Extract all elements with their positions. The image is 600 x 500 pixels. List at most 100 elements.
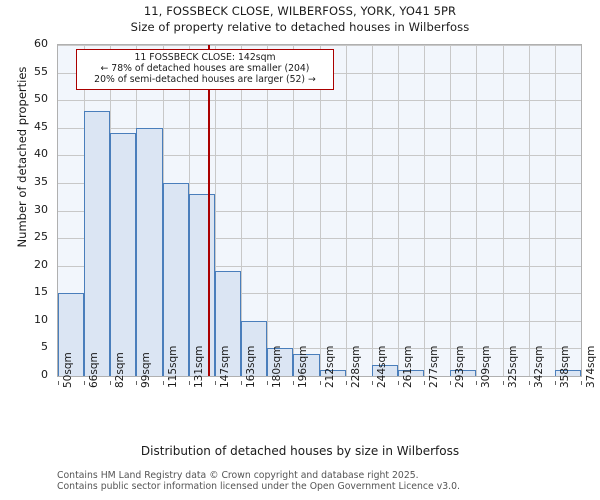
x-axis-tick-label: 228sqm xyxy=(349,345,362,388)
x-axis-tick-label: 82sqm xyxy=(114,352,127,388)
table-row xyxy=(189,193,215,376)
x-axis-tick xyxy=(581,381,582,385)
table-row xyxy=(163,182,189,376)
gridline-vertical xyxy=(398,45,399,376)
x-axis-tick-label: 244sqm xyxy=(375,345,388,388)
x-axis-tick-label: 293sqm xyxy=(454,345,467,388)
x-axis-tick-label: 277sqm xyxy=(428,345,441,388)
table-row xyxy=(215,271,241,376)
gridline-vertical xyxy=(503,45,504,376)
x-axis-title: Distribution of detached houses by size … xyxy=(140,444,460,458)
gridline-horizontal xyxy=(58,266,581,267)
x-axis-tick xyxy=(214,381,216,385)
table-row xyxy=(241,320,267,376)
gridline-horizontal xyxy=(58,321,581,322)
x-axis-tick xyxy=(188,381,190,385)
table-row xyxy=(450,370,476,376)
y-axis-tick-label: 25 xyxy=(34,230,48,244)
annotation-line-2: ← 78% of detached houses are smaller (20… xyxy=(100,63,310,75)
gridline-vertical xyxy=(320,45,321,376)
gridline-vertical xyxy=(555,45,556,376)
x-axis-tick-label: 325sqm xyxy=(506,345,519,388)
page-subtitle: Size of property relative to detached ho… xyxy=(130,20,470,34)
x-axis-tick-label: 196sqm xyxy=(297,345,310,388)
table-row xyxy=(110,133,136,376)
x-axis-tick-label: 147sqm xyxy=(218,345,231,388)
x-axis-tick-label: 131sqm xyxy=(192,345,205,388)
x-axis-tick xyxy=(241,381,243,385)
table-row xyxy=(58,293,84,376)
y-axis-tick-label: 15 xyxy=(34,285,48,299)
y-axis-tick-label: 5 xyxy=(41,340,48,354)
x-axis-tick-label: 115sqm xyxy=(166,345,179,388)
x-axis-tick-label: 309sqm xyxy=(480,345,493,388)
x-axis-tick xyxy=(162,381,164,385)
table-row xyxy=(320,370,346,376)
x-axis-tick-label: 212sqm xyxy=(323,345,336,388)
gridline-vertical xyxy=(293,45,294,376)
x-axis-tick xyxy=(528,381,530,385)
annotation-line-3: 20% of semi-detached houses are larger (… xyxy=(94,74,316,86)
gridline-horizontal xyxy=(58,211,581,212)
gridline-vertical xyxy=(372,45,373,376)
gridline-vertical xyxy=(450,45,451,376)
gridline-horizontal xyxy=(58,293,581,294)
y-axis-tick-label: 0 xyxy=(41,368,48,381)
property-marker-line xyxy=(208,45,210,376)
x-axis-tick xyxy=(476,381,478,385)
gridline-horizontal xyxy=(58,183,581,184)
y-axis-tick-label: 60 xyxy=(34,37,48,50)
annotation-box: 11 FOSSBECK CLOSE: 142sqm ← 78% of detac… xyxy=(76,49,334,90)
gridline-horizontal xyxy=(58,348,581,349)
table-row xyxy=(372,364,398,376)
y-axis-tick-label: 40 xyxy=(34,147,48,161)
gridline-vertical xyxy=(529,45,530,376)
y-axis-tick-label: 30 xyxy=(34,202,48,216)
gridline-horizontal xyxy=(58,100,581,101)
x-axis-tick-label: 180sqm xyxy=(271,345,284,388)
x-axis-tick xyxy=(319,381,321,385)
gridline-vertical xyxy=(241,45,242,376)
x-axis-tick xyxy=(293,381,295,385)
y-axis-tick-label: 35 xyxy=(34,174,48,188)
x-axis-tick xyxy=(345,381,347,385)
table-row xyxy=(136,127,163,376)
gridline-vertical xyxy=(346,45,347,376)
x-axis-tick xyxy=(371,381,373,385)
x-axis-tick-label: 66sqm xyxy=(88,352,101,388)
y-axis-tick-label: 55 xyxy=(34,64,48,78)
footer-line-2: Contains public sector information licen… xyxy=(57,481,460,492)
gridline-horizontal xyxy=(58,238,581,239)
footer-line-1: Contains HM Land Registry data © Crown c… xyxy=(57,470,419,481)
gridline-vertical xyxy=(215,45,216,376)
y-axis-tick-label: 20 xyxy=(34,257,48,271)
table-row xyxy=(267,348,293,376)
gridline-vertical xyxy=(476,45,477,376)
x-axis-tick-label: 99sqm xyxy=(140,352,153,388)
annotation-line-1: 11 FOSSBECK CLOSE: 142sqm xyxy=(134,52,276,63)
footer-attribution: Contains HM Land Registry data © Crown c… xyxy=(57,470,597,492)
x-axis-tick-label: 163sqm xyxy=(245,345,258,388)
gridline-horizontal xyxy=(58,155,581,156)
gridline-horizontal xyxy=(58,128,581,129)
y-axis-tick-label: 50 xyxy=(34,92,48,106)
x-axis-tick xyxy=(110,381,112,385)
y-axis-tick-label: 10 xyxy=(34,312,48,326)
table-row xyxy=(84,111,110,376)
table-row xyxy=(293,353,320,376)
x-axis-tick xyxy=(450,381,452,385)
x-axis-tick xyxy=(136,381,138,385)
plot-area xyxy=(57,44,582,377)
x-axis-tick xyxy=(424,381,426,385)
x-axis-tick xyxy=(267,381,269,385)
table-row xyxy=(555,370,581,376)
gridline-vertical xyxy=(424,45,425,376)
x-axis-tick xyxy=(502,381,504,385)
x-axis-tick-label: 358sqm xyxy=(558,345,571,388)
gridline-vertical xyxy=(267,45,268,376)
x-axis-tick-label: 342sqm xyxy=(532,345,545,388)
x-axis-tick-label: 261sqm xyxy=(401,345,414,388)
table-row xyxy=(398,370,424,376)
gridline-horizontal xyxy=(58,45,581,46)
